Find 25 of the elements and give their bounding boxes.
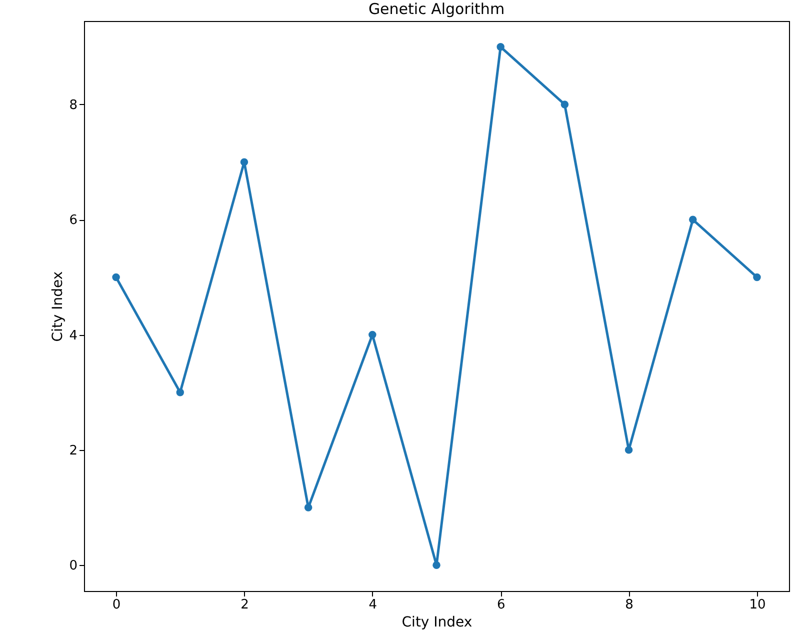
x-axis-title: City Index (402, 614, 472, 630)
x-tick-label: 4 (368, 598, 378, 612)
point (753, 273, 761, 282)
y-tick-label: 8 (69, 98, 78, 113)
point (368, 330, 376, 339)
y-tick-label: 0 (69, 558, 78, 574)
point (496, 43, 504, 51)
point (240, 158, 248, 166)
x-tick-label: 6 (496, 598, 506, 612)
y-tick-label: 4 (69, 328, 78, 344)
x-tick-label: 0 (112, 598, 121, 612)
point (112, 273, 120, 282)
x-tick-label: 10 (749, 598, 766, 612)
y-axis-title: City Index (50, 271, 66, 342)
point (432, 561, 440, 569)
point (624, 446, 633, 454)
chart-title: Genetic Algorithm (368, 0, 505, 18)
y-tick-label: 2 (69, 443, 78, 458)
y-tick-label: 6 (69, 213, 78, 228)
point (688, 216, 697, 224)
point (304, 504, 312, 512)
x-tick-label: 8 (625, 598, 634, 612)
point (176, 388, 184, 396)
point (560, 100, 569, 108)
x-tick-label: 2 (240, 598, 249, 612)
